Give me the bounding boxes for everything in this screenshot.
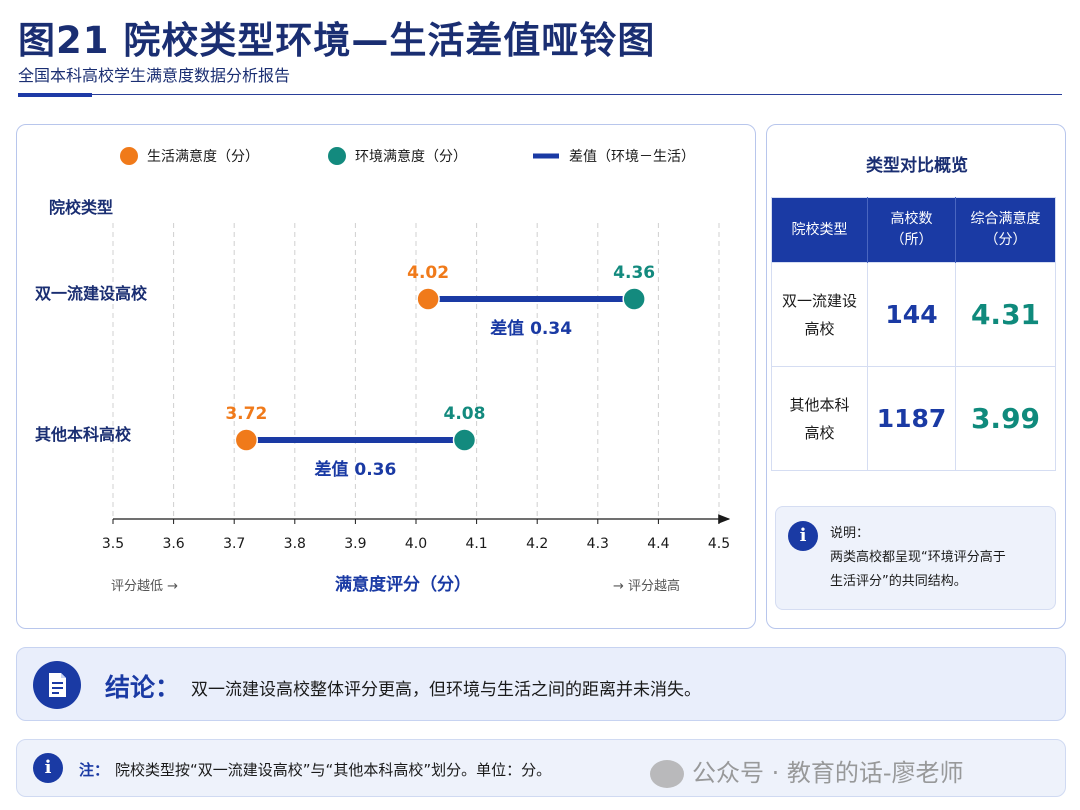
document-icon: [33, 661, 81, 709]
row-school-count: 1187: [867, 366, 956, 471]
life-point: [234, 428, 259, 452]
x-tick-label: 3.7: [223, 536, 245, 552]
low-score-hint: 评分越低 →: [111, 579, 178, 594]
env-point: [622, 287, 646, 311]
chart-legend: 生活满意度（分） 环境满意度（分） 差值（环境－生活）: [120, 147, 695, 165]
header-count: 高校数 （所）: [867, 197, 956, 263]
note-text: 院校类型按“双一流建设高校”与“其他本科高校”划分。单位：分。: [115, 761, 552, 779]
page-title: 图21 院校类型环境—生活差值哑铃图: [18, 19, 656, 62]
legend-life-label: 生活满意度（分）: [147, 148, 259, 165]
header-divider: [18, 94, 1062, 95]
x-axis-title: 满意度评分（分）: [335, 574, 471, 595]
note-label: 注：: [79, 761, 110, 779]
row-overall-score: 3.99: [955, 366, 1056, 471]
env-value-label: 4.36: [613, 263, 655, 283]
page-subtitle: 全国本科高校学生满意度数据分析报告: [18, 66, 291, 85]
table-row: 其他本科 高校 1187 3.99: [771, 366, 1056, 471]
life-point: [416, 287, 440, 311]
comparison-table: 院校类型 高校数 （所） 综合满意度 （分） 双一流建设 高校 144 4.31 其他…: [771, 197, 1056, 471]
row-type-name: 双一流建设 高校: [771, 262, 868, 367]
header-type: 院校类型: [771, 197, 868, 263]
conclusion-text: 双一流建设高校整体评分更高，但环境与生活之间的距离并未消失。: [191, 680, 701, 700]
dumbbell-chart: 生活满意度（分） 环境满意度（分） 差值（环境－生活） 院校类型 双一流建设高校…: [35, 147, 731, 595]
row-overall-score: 4.31: [955, 262, 1056, 367]
header-score: 综合满意度 （分）: [955, 197, 1056, 263]
x-tick-label: 3.9: [344, 536, 366, 552]
high-score-hint: → 评分越高: [613, 578, 680, 594]
x-tick-label: 4.0: [405, 536, 427, 552]
x-tick-label: 3.8: [284, 536, 306, 552]
row-school-count: 144: [867, 262, 956, 367]
table-row: 双一流建设 高校 144 4.31: [771, 262, 1056, 367]
explanation-box: i 说明： 两类高校都呈现“环境评分高于 生活评分”的共同结构。: [775, 506, 1056, 610]
x-tick-label: 4.5: [708, 536, 730, 552]
comparison-panel: 类型对比概览 院校类型 高校数 （所） 综合满意度 （分） 双一流建设 高校 144 …: [766, 124, 1066, 629]
x-tick-label: 3.6: [162, 536, 184, 552]
table-header-row: 院校类型 高校数 （所） 综合满意度 （分）: [771, 197, 1056, 263]
conclusion-label: 结论：: [105, 673, 181, 702]
gap-value-label: 差值 0.36: [314, 459, 396, 480]
x-axis-ticks: 3.5 3.6 3.7 3.8 3.9 4.0 4.1 4.2 4.3 4.4 4.5: [102, 519, 730, 552]
explanation-text: 说明： 两类高校都呈现“环境评分高于 生活评分”的共同结构。: [830, 526, 1006, 589]
life-value-label: 4.02: [407, 263, 449, 283]
legend-env-label: 环境满意度（分）: [355, 148, 467, 165]
wechat-icon: [650, 760, 684, 788]
category-label: 双一流建设高校: [35, 284, 148, 303]
life-value-label: 3.72: [225, 404, 267, 424]
x-tick-label: 4.1: [465, 536, 487, 552]
vertical-gridlines: [112, 223, 720, 517]
legend-life-marker: [120, 147, 138, 165]
conclusion-banner: 结论： 双一流建设高校整体评分更高，但环境与生活之间的距离并未消失。: [16, 647, 1066, 721]
info-icon: i: [788, 521, 818, 551]
x-tick-label: 4.3: [587, 536, 609, 552]
watermark: 公众号 · 教育的话-廖老师: [650, 753, 964, 788]
legend-env-marker: [328, 147, 346, 165]
chart-panel: 生活满意度（分） 环境满意度（分） 差值（环境－生活） 院校类型 双一流建设高校…: [16, 124, 756, 629]
x-tick-label: 3.5: [102, 536, 124, 552]
note-banner: i 注： 院校类型按“双一流建设高校”与“其他本科高校”划分。单位：分。: [16, 739, 1066, 797]
comparison-title: 类型对比概览: [866, 156, 968, 176]
dumbbell-row: 双一流建设高校 4.02 4.36 差值 0.34: [35, 263, 655, 339]
env-value-label: 4.08: [444, 404, 486, 424]
category-label: 其他本科高校: [35, 425, 132, 444]
dumbbell-rows: 双一流建设高校 4.02 4.36 差值 0.34 其他本科高校 3.72 4.08 差值 0…: [35, 263, 655, 480]
header-accent-bar: [18, 93, 92, 97]
env-point: [452, 428, 477, 452]
info-icon: i: [33, 753, 63, 783]
x-tick-label: 4.4: [647, 536, 669, 552]
legend-gap-label: 差值（环境－生活）: [569, 149, 695, 165]
row-type-name: 其他本科 高校: [771, 366, 868, 471]
gap-value-label: 差值 0.34: [490, 318, 572, 339]
dumbbell-row: 其他本科高校 3.72 4.08 差值 0.36: [35, 404, 485, 480]
x-tick-label: 4.2: [526, 536, 548, 552]
y-axis-title: 院校类型: [49, 198, 113, 217]
